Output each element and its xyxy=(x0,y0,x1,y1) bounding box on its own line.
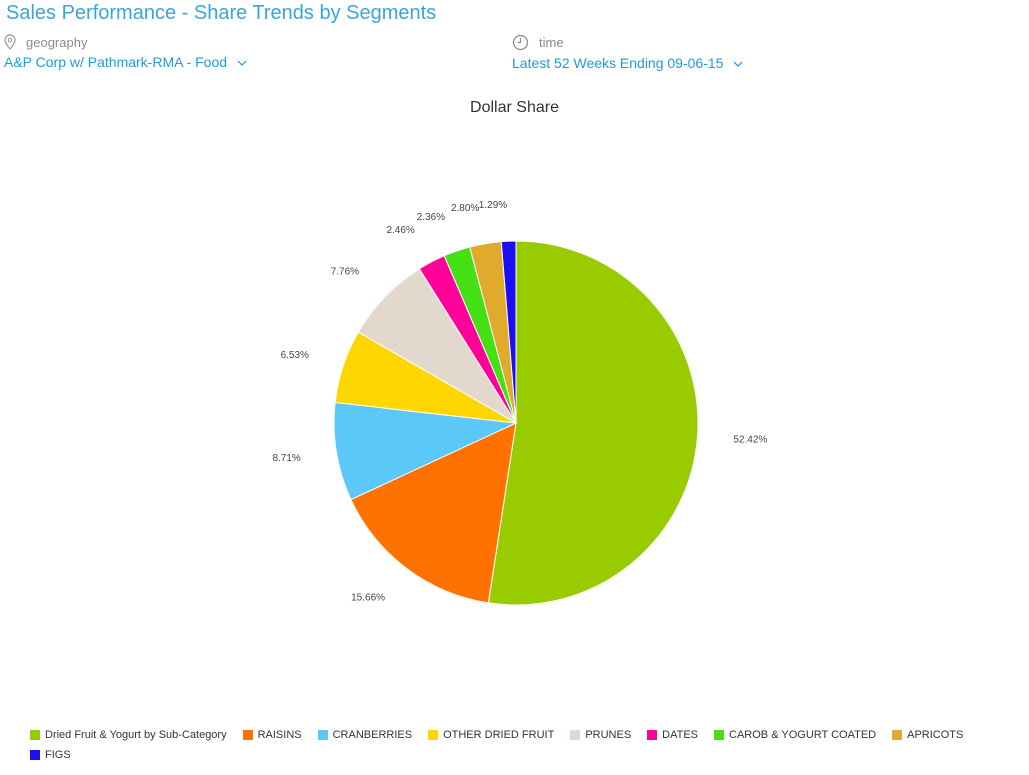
legend-swatch xyxy=(892,730,903,740)
time-filter[interactable]: time Latest 52 Weeks Ending 09-06-15 xyxy=(512,34,743,71)
pie-slice[interactable] xyxy=(350,422,517,604)
legend-item[interactable]: DATES xyxy=(647,728,698,742)
legend-label: APRICOTS xyxy=(907,729,964,741)
geography-value[interactable]: A&P Corp w/ Pathmark-RMA - Food xyxy=(4,54,228,70)
legend-item[interactable]: CRANBERRIES xyxy=(317,728,413,742)
time-label: time xyxy=(539,35,564,50)
chart-legend: Dried Fruit & Yogurt by Sub-Category RAIS… xyxy=(30,728,1020,762)
legend-swatch xyxy=(317,730,328,740)
legend-item[interactable]: APRICOTS xyxy=(892,728,963,742)
pie-slice[interactable] xyxy=(333,401,518,501)
time-dropdown[interactable]: Latest 52 Weeks Ending 09-06-15 xyxy=(512,55,743,71)
legend-label: RAISINS xyxy=(257,729,302,741)
pie-slice[interactable] xyxy=(500,240,517,424)
clock-icon xyxy=(512,34,529,51)
location-pin-icon xyxy=(4,34,16,50)
legend-item[interactable]: Dried Fruit & Yogurt by Sub-Category xyxy=(30,728,227,742)
legend-swatch xyxy=(428,730,439,740)
geography-label: geography xyxy=(26,34,88,50)
slice-data-label: 2.46% xyxy=(386,225,414,236)
slice-data-label: 8.71% xyxy=(272,453,300,464)
slice-data-label: 1.29% xyxy=(479,200,507,211)
legend-item[interactable]: RAISINS xyxy=(242,728,302,742)
pie-slice[interactable] xyxy=(487,240,699,606)
legend-swatch xyxy=(242,730,253,740)
legend-label: PRUNES xyxy=(585,729,632,741)
legend-item[interactable]: PRUNES xyxy=(570,728,631,742)
geography-dropdown[interactable]: A&P Corp w/ Pathmark-RMA - Food xyxy=(4,54,247,70)
slice-data-label: 15.66% xyxy=(351,592,385,603)
slice-data-label: 2.36% xyxy=(417,212,445,223)
legend-item[interactable]: CAROB & YOGURT COATED xyxy=(714,728,876,742)
time-value[interactable]: Latest 52 Weeks Ending 09-06-15 xyxy=(512,55,724,71)
legend-swatch xyxy=(570,730,581,740)
chart-title: Dollar Share xyxy=(470,99,559,116)
legend-label: Dried Fruit & Yogurt by Sub-Category xyxy=(45,729,227,741)
legend-label: DATES xyxy=(662,729,699,741)
slice-data-label: 2.80% xyxy=(451,203,479,214)
legend-swatch xyxy=(30,750,40,760)
slice-data-label: 52.42% xyxy=(733,435,767,446)
legend-label: FIGS xyxy=(45,749,71,761)
legend-swatch xyxy=(30,730,40,740)
legend-swatch xyxy=(714,730,725,740)
geography-filter[interactable]: geography A&P Corp w/ Pathmark-RMA - Foo… xyxy=(4,34,247,70)
legend-item[interactable]: OTHER DRIED FRUIT xyxy=(428,728,554,742)
page-title: Sales Performance - Share Trends by Segm… xyxy=(6,2,437,24)
legend-label: OTHER DRIED FRUIT xyxy=(443,729,555,741)
slice-data-label: 6.53% xyxy=(281,350,309,361)
legend-item[interactable]: FIGS xyxy=(30,748,71,762)
slice-data-label: 7.76% xyxy=(331,267,359,278)
chevron-down-icon[interactable] xyxy=(733,55,743,71)
chevron-down-icon[interactable] xyxy=(237,54,247,70)
legend-swatch xyxy=(647,730,658,740)
legend-label: CAROB & YOGURT COATED xyxy=(729,729,877,741)
legend-label: CRANBERRIES xyxy=(332,729,413,741)
